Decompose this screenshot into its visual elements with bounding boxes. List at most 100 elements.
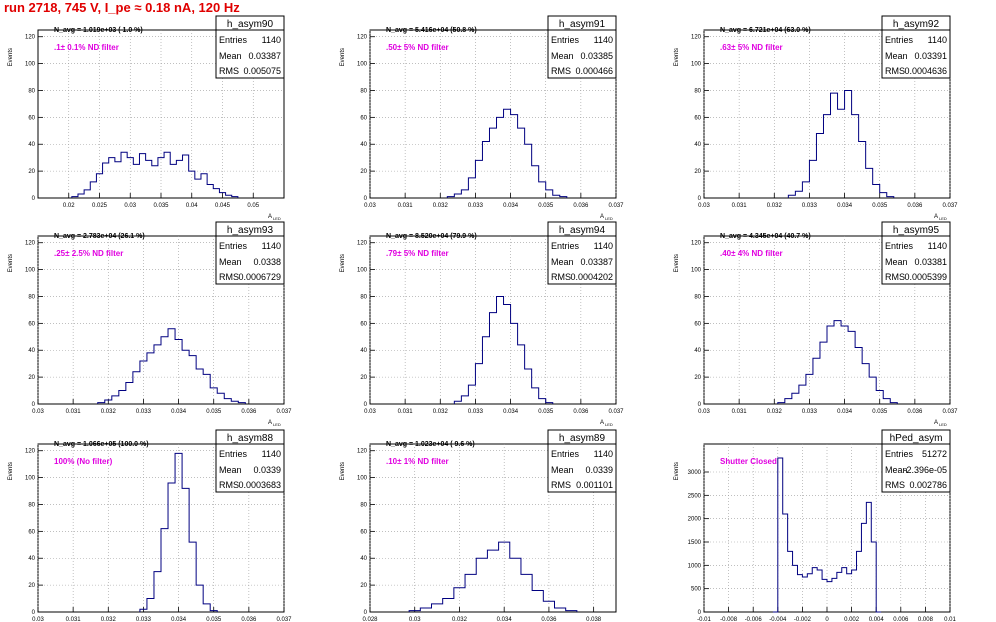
histogram-bin (543, 601, 554, 612)
histogram-bin (869, 377, 876, 404)
x-tick-label: 0.032 (101, 617, 117, 622)
stat-value-rms: 0.0003683 (238, 480, 281, 490)
y-tick-label: 0 (698, 610, 702, 616)
x-tick-label: 0.006 (893, 617, 909, 622)
histogram-bin (887, 197, 894, 198)
histogram-bin (510, 558, 521, 612)
stat-value-rms: 0.0004636 (904, 66, 947, 76)
histogram-bin (788, 551, 793, 612)
x-tick-label: 0.037 (942, 203, 958, 209)
x-axis-label: A (268, 420, 272, 426)
histogram-name: h_asym89 (559, 433, 606, 444)
histogram-bin (175, 453, 182, 612)
x-axis-label: A (600, 214, 604, 220)
histogram-bin (817, 570, 822, 612)
histogram-bin (409, 611, 420, 612)
x-tick-label: 0.033 (136, 617, 152, 622)
x-tick-label: 0.031 (398, 409, 414, 415)
stat-label-entries: Entries (219, 35, 248, 45)
y-tick-label: 120 (25, 449, 36, 455)
y-tick-label: 20 (694, 169, 701, 175)
y-tick-label: 100 (691, 62, 702, 68)
histogram-outline (408, 541, 578, 612)
x-tick-label: 0.03 (364, 203, 376, 209)
histogram-bin (845, 90, 852, 198)
x-tick-label: 0 (825, 617, 829, 622)
histogram-bin (866, 168, 873, 198)
stat-value-rms: 0.005075 (243, 66, 281, 76)
stat-label-rms: RMS (885, 272, 905, 282)
histogram-bin (182, 350, 189, 404)
panel-h_asym91: 0.03 0.031 0.032 0.033 0.034 0.035 0.036 0.037 0… (340, 15, 624, 221)
histogram-bin (98, 403, 105, 404)
histogram-bin (203, 374, 210, 404)
histogram-bin (799, 385, 806, 404)
filter-label: .1± 0.1% ND filter (54, 43, 119, 52)
histogram-bin (788, 195, 795, 198)
histogram-bin (454, 401, 461, 404)
histogram-bin (832, 578, 837, 612)
x-tick-label: 0.035 (538, 203, 554, 209)
panel-h_asym88: 0.03 0.031 0.032 0.033 0.034 0.035 0.036 0.037 0… (8, 429, 292, 622)
navg-label: N_avg = 6.721e+04 (63.0 %) (720, 27, 811, 34)
histogram-bin (555, 608, 566, 612)
x-axis-label: A (600, 420, 604, 426)
stat-label-mean: Mean (551, 465, 574, 475)
histogram-bin (176, 160, 182, 198)
x-tick-label: 0.037 (276, 617, 292, 622)
x-tick-label: 0.035 (538, 409, 554, 415)
histogram-bin (115, 162, 121, 198)
histogram-outline (777, 320, 898, 404)
stat-value-entries: 1140 (262, 35, 281, 45)
histogram-bin (482, 337, 489, 404)
stat-value-rms: 0.0006729 (238, 272, 281, 282)
histogram-bin (873, 185, 880, 198)
x-axis-label: A (268, 214, 272, 220)
histogram-bin (792, 393, 799, 404)
x-tick-label: 0.034 (503, 203, 519, 209)
histogram-outline (139, 452, 218, 612)
histogram-bin (827, 582, 832, 612)
y-tick-label: 500 (691, 587, 702, 593)
x-axis-label-sub: LED (273, 422, 281, 427)
y-tick-label: 80 (360, 294, 367, 300)
y-tick-label: 20 (360, 583, 367, 589)
x-tick-label: 0.032 (101, 409, 117, 415)
y-axis-label: Events (8, 462, 14, 480)
x-tick-label: 0.035 (206, 617, 222, 622)
histogram-bin (525, 369, 532, 404)
x-tick-label: 0.036 (907, 409, 923, 415)
histogram-bin (161, 529, 168, 612)
histogram-bin (210, 388, 217, 404)
x-tick-label: 0.033 (136, 409, 152, 415)
histogram-bin (518, 345, 525, 404)
stat-value-entries: 1140 (594, 449, 613, 459)
histogram-bin (201, 174, 207, 198)
x-tick-label: -0.008 (720, 617, 738, 622)
x-tick-label: 0.032 (452, 617, 468, 622)
y-tick-label: 80 (28, 502, 35, 508)
x-tick-label: 0.037 (608, 203, 624, 209)
x-tick-label: -0.004 (769, 617, 787, 622)
histogram-bin (823, 115, 830, 198)
y-tick-label: 20 (28, 169, 35, 175)
y-tick-label: 20 (360, 169, 367, 175)
y-tick-label: 100 (25, 476, 36, 482)
histogram-bin (560, 197, 567, 198)
stat-label-entries: Entries (885, 449, 914, 459)
x-tick-label: 0.034 (837, 409, 853, 415)
stats-box-frame (215, 15, 285, 79)
stat-label-entries: Entries (219, 449, 248, 459)
histogram-bin (862, 364, 869, 404)
histogram-bin (468, 178, 475, 198)
histogram-bin (857, 551, 862, 612)
filter-label: Shutter Closed (720, 457, 777, 466)
histogram-bin (147, 599, 154, 612)
histogram-bin (841, 326, 848, 404)
stats-box-frame (881, 15, 951, 79)
histogram-bin (852, 570, 857, 612)
stat-value-rms: 0.001101 (576, 480, 613, 490)
histogram-name: h_asym95 (893, 225, 940, 236)
histogram-bin (812, 568, 817, 612)
stat-label-entries: Entries (885, 241, 914, 251)
